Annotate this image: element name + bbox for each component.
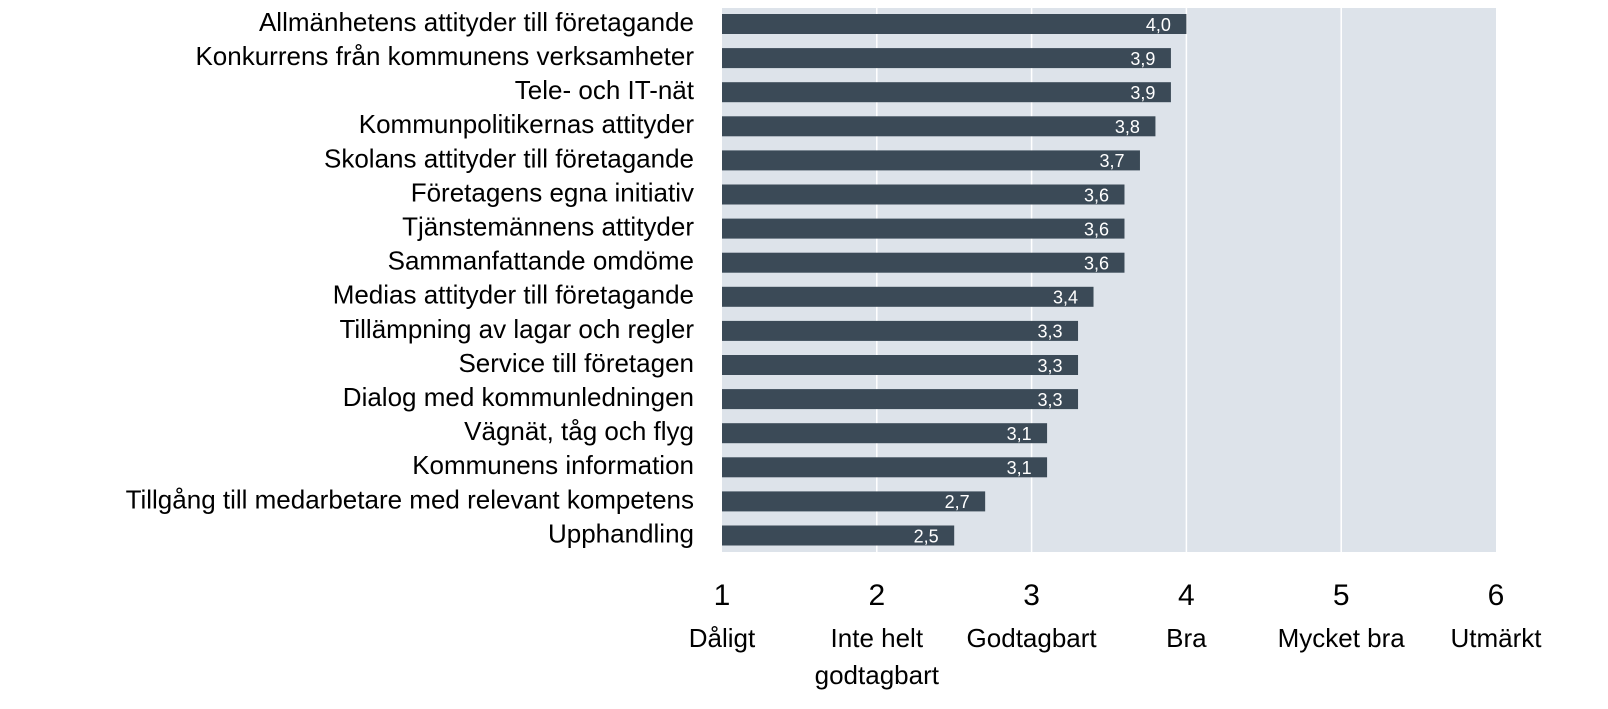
- y-tick-label: Kommunpolitikernas attityder: [359, 109, 695, 139]
- value-label: 3,6: [1084, 253, 1109, 273]
- x-tick-description: Inte helt godtagbart: [814, 623, 939, 690]
- value-label: 3,1: [1007, 424, 1032, 444]
- bar: [722, 389, 1079, 410]
- y-tick-label: Upphandling: [548, 518, 694, 548]
- bar: [722, 184, 1125, 205]
- y-tick-label: Allmänhetens attityder till företagande: [259, 7, 694, 37]
- y-tick-label: Konkurrens från kommunens verksamheter: [195, 41, 694, 71]
- value-label: 3,7: [1099, 151, 1124, 171]
- x-tick-description: Godtagbart: [966, 623, 1097, 653]
- bar: [722, 82, 1171, 103]
- y-tick-label: Sammanfattande omdöme: [388, 246, 694, 276]
- y-tick-label: Företagens egna initiativ: [411, 177, 694, 207]
- y-tick-label: Tjänstemännens attityder: [402, 211, 694, 241]
- value-label: 2,7: [945, 492, 970, 512]
- bar: [722, 525, 955, 546]
- value-label: 3,3: [1038, 322, 1063, 342]
- y-tick-label: Kommunens information: [412, 450, 694, 480]
- bar: [722, 218, 1125, 239]
- value-label: 2,5: [914, 526, 939, 546]
- y-tick-label: Vägnät, tåg och flyg: [464, 416, 694, 446]
- bar: [722, 252, 1125, 273]
- value-label: 3,3: [1038, 356, 1063, 376]
- value-label: 3,3: [1038, 390, 1063, 410]
- bar: [722, 286, 1094, 307]
- value-label: 3,9: [1130, 49, 1155, 69]
- value-label: 4,0: [1146, 15, 1171, 35]
- value-label: 3,8: [1115, 117, 1140, 137]
- value-label: 3,6: [1084, 219, 1109, 239]
- x-tick-description: Utmärkt: [1450, 623, 1542, 653]
- bar: [722, 320, 1079, 341]
- x-tick-label: 3: [1023, 579, 1040, 612]
- y-tick-label: Tillgång till medarbetare med relevant k…: [126, 484, 694, 514]
- y-tick-label: Dialog med kommunledningen: [343, 382, 694, 412]
- x-tick-label: 6: [1488, 579, 1505, 612]
- x-tick-description: Mycket bra: [1277, 623, 1405, 653]
- bar: [722, 491, 986, 512]
- bar: [722, 457, 1048, 478]
- y-tick-label: Service till företagen: [458, 348, 694, 378]
- x-tick-label: 2: [868, 579, 885, 612]
- bar: [722, 423, 1048, 444]
- x-tick-label: 1: [714, 579, 731, 612]
- y-tick-label: Medias attityder till företagande: [333, 280, 694, 310]
- x-tick-label: 4: [1178, 579, 1195, 612]
- y-tick-label: Skolans attityder till företagande: [324, 143, 694, 173]
- x-tick-description: Bra: [1166, 623, 1207, 653]
- bar: [722, 48, 1171, 69]
- value-label: 3,4: [1053, 288, 1078, 308]
- value-label: 3,1: [1007, 458, 1032, 478]
- bar: [722, 14, 1187, 34]
- bar: [722, 355, 1079, 375]
- x-tick-label: 5: [1333, 579, 1350, 612]
- y-tick-label: Tillämpning av lagar och regler: [339, 314, 694, 344]
- bar: [722, 150, 1140, 171]
- value-label: 3,9: [1130, 83, 1155, 103]
- x-tick-description: Dåligt: [688, 623, 756, 653]
- value-label: 3,6: [1084, 185, 1109, 205]
- y-tick-label: Tele- och IT-nät: [515, 75, 695, 105]
- bar: [722, 116, 1156, 137]
